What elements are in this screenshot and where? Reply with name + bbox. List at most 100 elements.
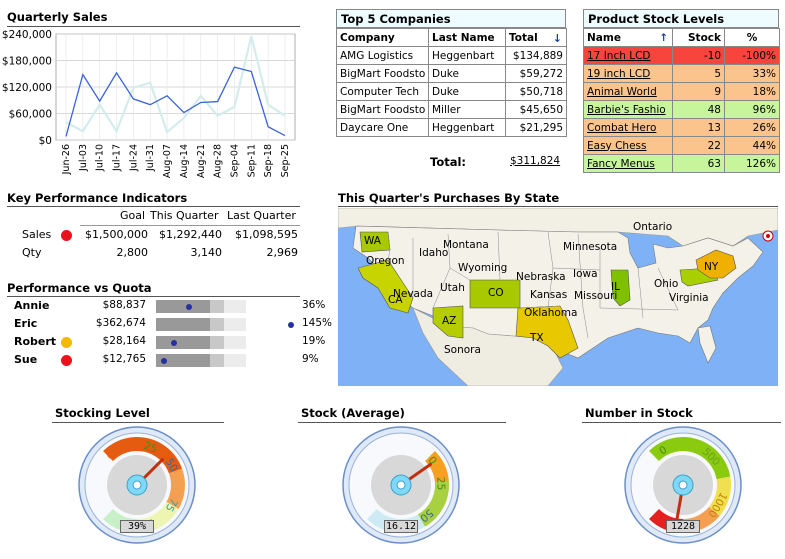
- top-companies-panel: Top 5 Companies Company Last Name Total …: [336, 9, 567, 169]
- kpi-goal: 2,800: [116, 246, 149, 259]
- kpi-this-quarter: 3,140: [190, 246, 223, 259]
- salesperson-name: Eric: [14, 317, 38, 330]
- map-region-label: Montana: [443, 239, 489, 251]
- column-header-company[interactable]: Company: [336, 28, 429, 47]
- kpi-this-quarter: $1,292,440: [159, 228, 222, 241]
- map-title: This Quarter's Purchases By State: [338, 191, 560, 205]
- y-tick-label: $0: [39, 135, 52, 147]
- x-tick-label: Sep-18: [263, 144, 274, 177]
- quota-band-inner: [156, 336, 210, 349]
- table-row: Daycare One Heggenbart $21,295: [336, 118, 567, 137]
- x-tick-label: Sep-25: [280, 144, 291, 177]
- quota-marker: [170, 340, 177, 346]
- quota-band-inner: [156, 300, 210, 313]
- stock-cell: 5: [672, 64, 725, 83]
- x-tick-label: Aug-28: [213, 144, 224, 178]
- map-region-label: CA: [388, 294, 403, 306]
- table-row: 17 Inch LCD -10 -100%: [583, 46, 780, 65]
- map-region-label: Oklahoma: [524, 307, 577, 319]
- column-header-stock[interactable]: Stock: [672, 28, 725, 47]
- table-row: Computer Tech Duke $50,718: [336, 82, 567, 101]
- x-tick-label: Aug-14: [179, 144, 190, 178]
- table-cell: Miller: [428, 100, 506, 119]
- salesperson-name: Sue: [14, 353, 38, 366]
- product-name-cell: 19 inch LCD: [583, 64, 673, 83]
- gauge-tick-label: 50: [163, 456, 180, 474]
- gauge-readout: 39%: [120, 520, 154, 533]
- salesperson-amount: $28,164: [102, 335, 146, 347]
- quota-band-inner: [156, 354, 210, 367]
- percent-cell: 96%: [724, 100, 780, 119]
- y-tick-label: $120,000: [2, 82, 52, 94]
- map-region-label: CO: [488, 287, 504, 299]
- map-region-label: Idaho: [419, 247, 448, 259]
- kpi-row-label: Sales: [22, 228, 52, 241]
- series-line: [65, 66, 286, 137]
- percent-cell: 126%: [724, 154, 780, 173]
- x-tick-label: Jul-10: [95, 144, 106, 172]
- quota-title: Performance vs Quota: [7, 281, 152, 295]
- total-label: Total:: [430, 155, 467, 169]
- gauge-dial: 050010001500: [624, 426, 742, 544]
- map-region-label: Missouri: [574, 290, 617, 302]
- salesperson-name: Annie: [14, 299, 50, 312]
- gauge-dial: 2550751000: [78, 426, 196, 544]
- stock-cell: 48: [672, 100, 725, 119]
- x-tick-label: Sep-11: [246, 144, 257, 177]
- column-header-last-name[interactable]: Last Name: [428, 28, 506, 47]
- map-region-label: Minnesota: [563, 241, 617, 253]
- kpi-last-quarter: 2,969: [266, 246, 299, 259]
- y-tick-label: $180,000: [2, 56, 52, 68]
- product-link[interactable]: 17 Inch LCD: [587, 49, 651, 62]
- purchases-map[interactable]: Ontario WA Montana Minnesota Oregon Idaho Wyom…: [338, 208, 778, 386]
- product-link[interactable]: Fancy Menus: [587, 157, 655, 170]
- quota-marker: [186, 304, 193, 310]
- stock-levels-panel: Product Stock Levels Name ↑ Stock % 17 I…: [583, 9, 780, 173]
- product-link[interactable]: Animal World: [587, 85, 657, 98]
- column-header-total[interactable]: Total ↓: [505, 28, 567, 47]
- x-tick-label: Sep-04: [229, 144, 240, 177]
- table-cell: Heggenbart: [428, 118, 506, 137]
- percent-cell: 33%: [724, 64, 780, 83]
- quota-marker: [161, 358, 168, 364]
- kpi-header-this-quarter: This Quarter: [150, 209, 219, 222]
- product-link[interactable]: Easy Chess: [587, 139, 647, 152]
- product-link[interactable]: 19 inch LCD: [587, 67, 651, 80]
- column-header-name[interactable]: Name ↑: [583, 28, 673, 47]
- percent-cell: 18%: [724, 82, 780, 101]
- column-header-percent[interactable]: %: [724, 28, 780, 47]
- map-zoom-control[interactable]: [762, 230, 774, 242]
- gauge-tick-label: 25: [142, 440, 159, 456]
- kpi-title: Key Performance Indicators: [7, 191, 188, 205]
- table-row: Combat Hero 13 26%: [583, 118, 780, 137]
- stock-cell: 9: [672, 82, 725, 101]
- product-link[interactable]: Barbie's Fashio: [587, 103, 666, 116]
- table-row: AMG Logistics Heggenbart $134,889: [336, 46, 567, 65]
- map-region-label: Iowa: [573, 268, 598, 280]
- percent-cell: 26%: [724, 118, 780, 137]
- map-region-label: AZ: [442, 315, 456, 327]
- percent-cell: 44%: [724, 136, 780, 155]
- x-tick-label: Jul-24: [128, 144, 139, 172]
- table-row: Fancy Menus 63 126%: [583, 154, 780, 173]
- kpi-header-last-quarter: Last Quarter: [227, 209, 296, 222]
- table-cell: Daycare One: [336, 118, 429, 137]
- quarterly-sales-title: Quarterly Sales: [7, 10, 108, 24]
- series-line: [65, 35, 286, 134]
- x-tick-label: Aug-07: [162, 144, 173, 178]
- product-link[interactable]: Combat Hero: [587, 121, 657, 134]
- table-cell: Heggenbart: [428, 46, 506, 65]
- quota-percent: 145%: [302, 317, 333, 329]
- product-name-cell: Easy Chess: [583, 136, 673, 155]
- map-region-label: IL: [611, 281, 620, 293]
- quota-percent: 9%: [302, 353, 319, 365]
- table-row: BigMart Foodsto Duke $59,272: [336, 64, 567, 83]
- stock-cell: 63: [672, 154, 725, 173]
- table-cell: Duke: [428, 82, 506, 101]
- table-cell: Duke: [428, 64, 506, 83]
- table-cell: $134,889: [505, 46, 567, 65]
- sort-up-icon[interactable]: ↑: [659, 31, 668, 44]
- stock-levels-table: Name ↑ Stock % 17 Inch LCD -10 -100% 19 inc…: [583, 28, 780, 173]
- sort-down-icon[interactable]: ↓: [552, 31, 562, 45]
